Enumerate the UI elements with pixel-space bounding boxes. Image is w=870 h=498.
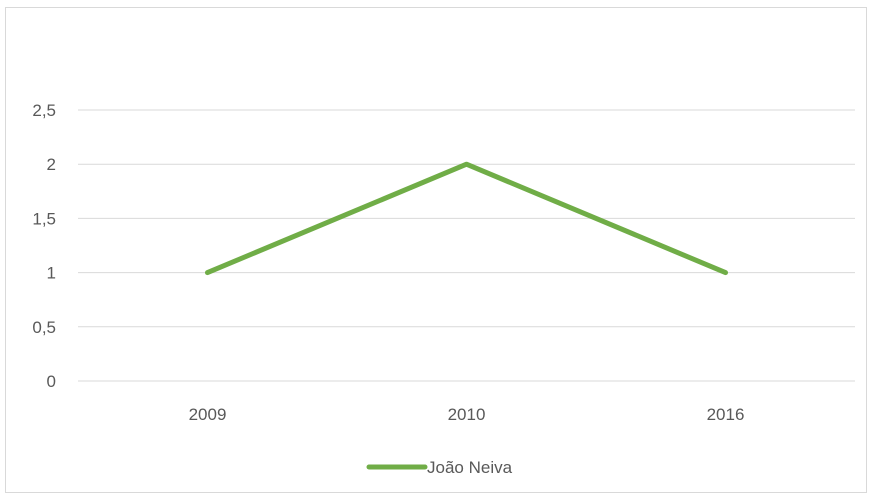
- y-tick-label: 2: [47, 155, 56, 174]
- y-tick-label: 2,5: [32, 101, 56, 120]
- x-tick-label: 2016: [707, 405, 745, 424]
- y-tick-label: 0,5: [32, 318, 56, 337]
- y-axis-tick-labels: 0 0,5 1 1,5 2 2,5: [32, 101, 56, 391]
- y-tick-label: 1,5: [32, 209, 56, 228]
- legend: João Neiva: [369, 458, 513, 477]
- legend-label: João Neiva: [427, 458, 513, 477]
- chart-area: 0 0,5 1 1,5 2 2,5 2009 2010 2016 João Neiva: [5, 7, 867, 493]
- x-tick-label: 2009: [189, 405, 227, 424]
- x-axis-tick-labels: 2009 2010 2016: [189, 405, 745, 424]
- gridlines: [78, 110, 855, 381]
- y-tick-label: 1: [47, 264, 56, 283]
- y-tick-label: 0: [47, 372, 56, 391]
- x-tick-label: 2010: [448, 405, 486, 424]
